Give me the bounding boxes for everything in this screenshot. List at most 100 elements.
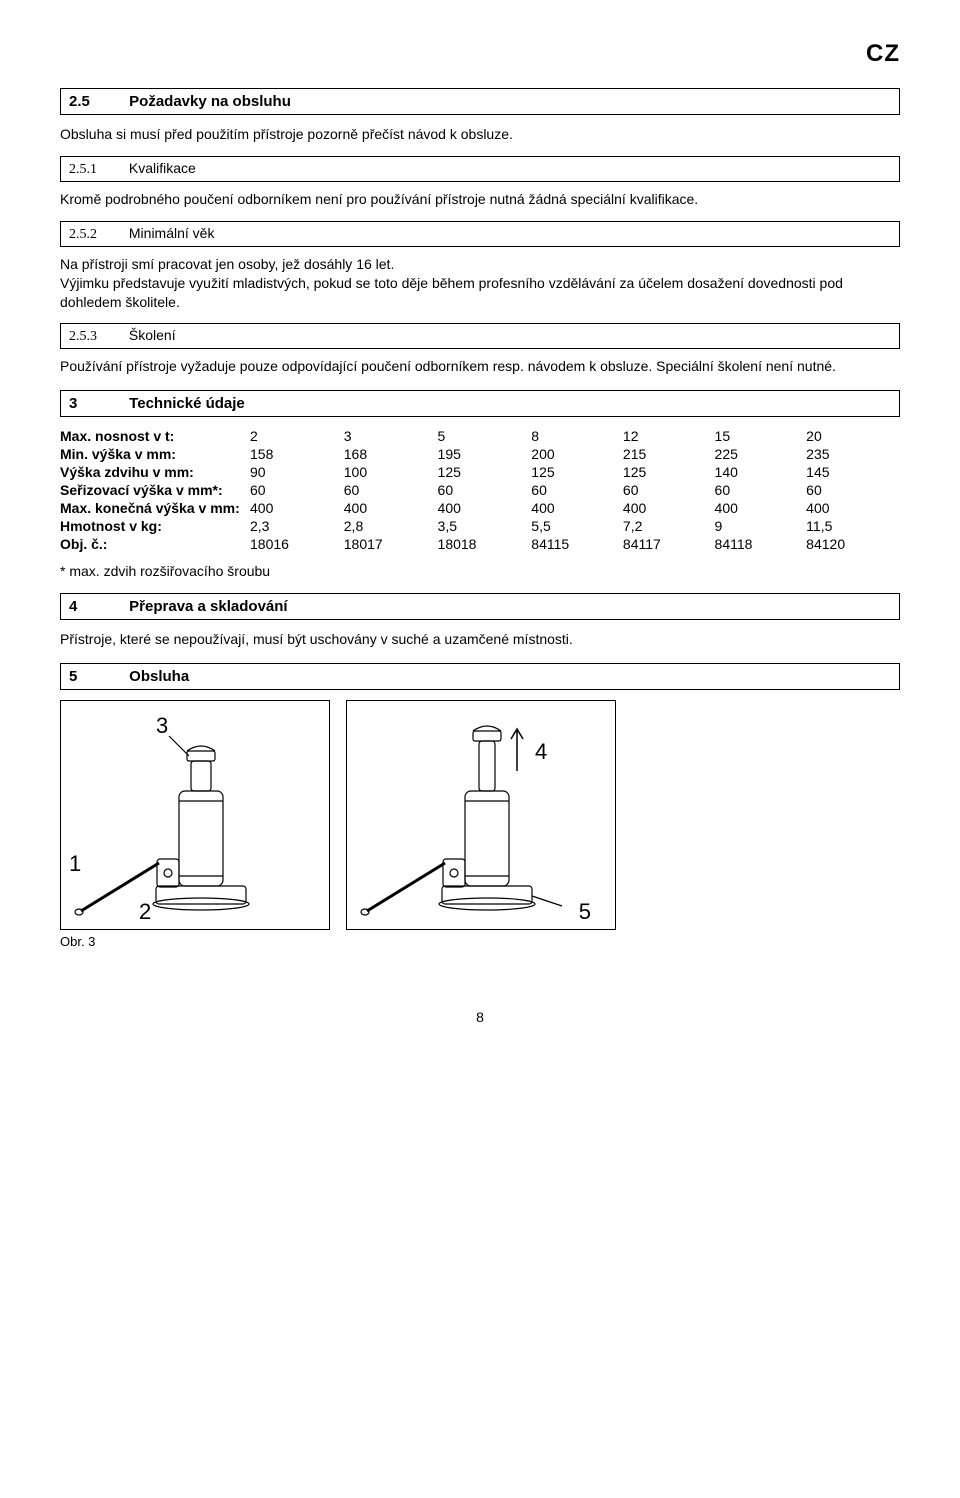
bottle-jack-right-icon	[347, 701, 617, 931]
table-cell: 84115	[531, 535, 623, 553]
subheading-2-5-1-num: 2.5.1	[69, 162, 125, 178]
table-row: Max. konečná výška v mm:4004004004004004…	[60, 499, 900, 517]
table-cell: 84120	[806, 535, 900, 553]
table-cell: 200	[531, 445, 623, 463]
table-cell: 2	[250, 427, 344, 445]
table-cell: 60	[715, 481, 807, 499]
table-footnote: * max. zdvih rozšiřovacího šroubu	[60, 563, 900, 579]
heading-5: 5 Obsluha	[60, 663, 900, 690]
table-cell: 84118	[715, 535, 807, 553]
paragraph-2-5-1: Kromě podrobného poučení odborníkem není…	[60, 190, 900, 209]
paragraph-intro: Obsluha si musí před použitím přístroje …	[60, 125, 900, 144]
table-row-label: Max. konečná výška v mm:	[60, 499, 250, 517]
subheading-2-5-1: 2.5.1 Kvalifikace	[60, 156, 900, 182]
table-cell: 125	[438, 463, 532, 481]
subheading-2-5-1-title: Kvalifikace	[129, 160, 196, 176]
table-row-label: Obj. č.:	[60, 535, 250, 553]
table-cell: 60	[438, 481, 532, 499]
table-cell: 145	[806, 463, 900, 481]
heading-4: 4 Přeprava a skladování	[60, 593, 900, 620]
table-cell: 400	[806, 499, 900, 517]
table-cell: 400	[623, 499, 715, 517]
heading-3: 3 Technické údaje	[60, 390, 900, 417]
table-cell: 400	[344, 499, 438, 517]
heading-3-num: 3	[69, 395, 125, 412]
subheading-2-5-3-title: Školení	[129, 327, 176, 343]
country-code: CZ	[60, 40, 900, 68]
table-cell: 60	[623, 481, 715, 499]
table-cell: 60	[344, 481, 438, 499]
table-row: Seřizovací výška v mm*:60606060606060	[60, 481, 900, 499]
table-row-label: Seřizovací výška v mm*:	[60, 481, 250, 499]
table-row: Výška zdvihu v mm:90100125125125140145	[60, 463, 900, 481]
table-cell: 3,5	[438, 517, 532, 535]
table-cell: 15	[715, 427, 807, 445]
table-cell: 215	[623, 445, 715, 463]
table-row-label: Max. nosnost v t:	[60, 427, 250, 445]
page-number: 8	[60, 1009, 900, 1025]
heading-2-5-title: Požadavky na obsluhu	[129, 93, 291, 110]
table-cell: 100	[344, 463, 438, 481]
subheading-2-5-3: 2.5.3 Školení	[60, 323, 900, 349]
heading-2-5-num: 2.5	[69, 93, 125, 110]
table-row: Hmotnost v kg:2,32,83,55,57,2911,5	[60, 517, 900, 535]
table-row: Max. nosnost v t:2358121520	[60, 427, 900, 445]
table-cell: 195	[438, 445, 532, 463]
table-row: Min. výška v mm:158168195200215225235	[60, 445, 900, 463]
table-cell: 8	[531, 427, 623, 445]
table-row-label: Min. výška v mm:	[60, 445, 250, 463]
table-cell: 400	[715, 499, 807, 517]
figure-caption: Obr. 3	[60, 934, 900, 949]
paragraph-2-5-3: Používání přístroje vyžaduje pouze odpov…	[60, 357, 900, 376]
table-cell: 18018	[438, 535, 532, 553]
table-cell: 140	[715, 463, 807, 481]
figure-row: 1 2 3	[60, 700, 900, 930]
table-cell: 60	[806, 481, 900, 499]
callout-1: 1	[69, 851, 81, 877]
table-cell: 168	[344, 445, 438, 463]
table-row-label: Hmotnost v kg:	[60, 517, 250, 535]
figure-panel-right: 4 5	[346, 700, 616, 930]
heading-2-5: 2.5 Požadavky na obsluhu	[60, 88, 900, 115]
table-cell: 5,5	[531, 517, 623, 535]
table-cell: 90	[250, 463, 344, 481]
heading-4-title: Přeprava a skladování	[129, 598, 287, 615]
table-cell: 2,3	[250, 517, 344, 535]
callout-4: 4	[535, 739, 547, 765]
table-cell: 12	[623, 427, 715, 445]
table-cell: 11,5	[806, 517, 900, 535]
subheading-2-5-2-title: Minimální věk	[129, 225, 215, 241]
heading-4-num: 4	[69, 598, 125, 615]
callout-5: 5	[579, 899, 591, 925]
table-cell: 2,8	[344, 517, 438, 535]
table-cell: 125	[623, 463, 715, 481]
table-cell: 158	[250, 445, 344, 463]
technical-data-table: Max. nosnost v t:2358121520Min. výška v …	[60, 427, 900, 553]
table-cell: 84117	[623, 535, 715, 553]
table-cell: 225	[715, 445, 807, 463]
subheading-2-5-2-num: 2.5.2	[69, 227, 125, 243]
heading-5-num: 5	[69, 668, 125, 685]
table-cell: 9	[715, 517, 807, 535]
table-cell: 400	[250, 499, 344, 517]
table-cell: 18017	[344, 535, 438, 553]
paragraph-2-5-2: Na přístroji smí pracovat jen osoby, jež…	[60, 255, 900, 312]
callout-2: 2	[139, 899, 151, 925]
table-cell: 125	[531, 463, 623, 481]
table-cell: 20	[806, 427, 900, 445]
table-cell: 60	[250, 481, 344, 499]
table-cell: 400	[531, 499, 623, 517]
callout-3: 3	[156, 713, 168, 739]
table-cell: 3	[344, 427, 438, 445]
table-cell: 235	[806, 445, 900, 463]
table-cell: 5	[438, 427, 532, 445]
subheading-2-5-2: 2.5.2 Minimální věk	[60, 221, 900, 247]
figure-panel-left: 1 2 3	[60, 700, 330, 930]
bottle-jack-left-icon	[61, 701, 331, 931]
table-row: Obj. č.:18016180171801884115841178411884…	[60, 535, 900, 553]
heading-5-title: Obsluha	[129, 668, 189, 685]
table-cell: 7,2	[623, 517, 715, 535]
table-cell: 60	[531, 481, 623, 499]
heading-3-title: Technické údaje	[129, 395, 245, 412]
table-row-label: Výška zdvihu v mm:	[60, 463, 250, 481]
